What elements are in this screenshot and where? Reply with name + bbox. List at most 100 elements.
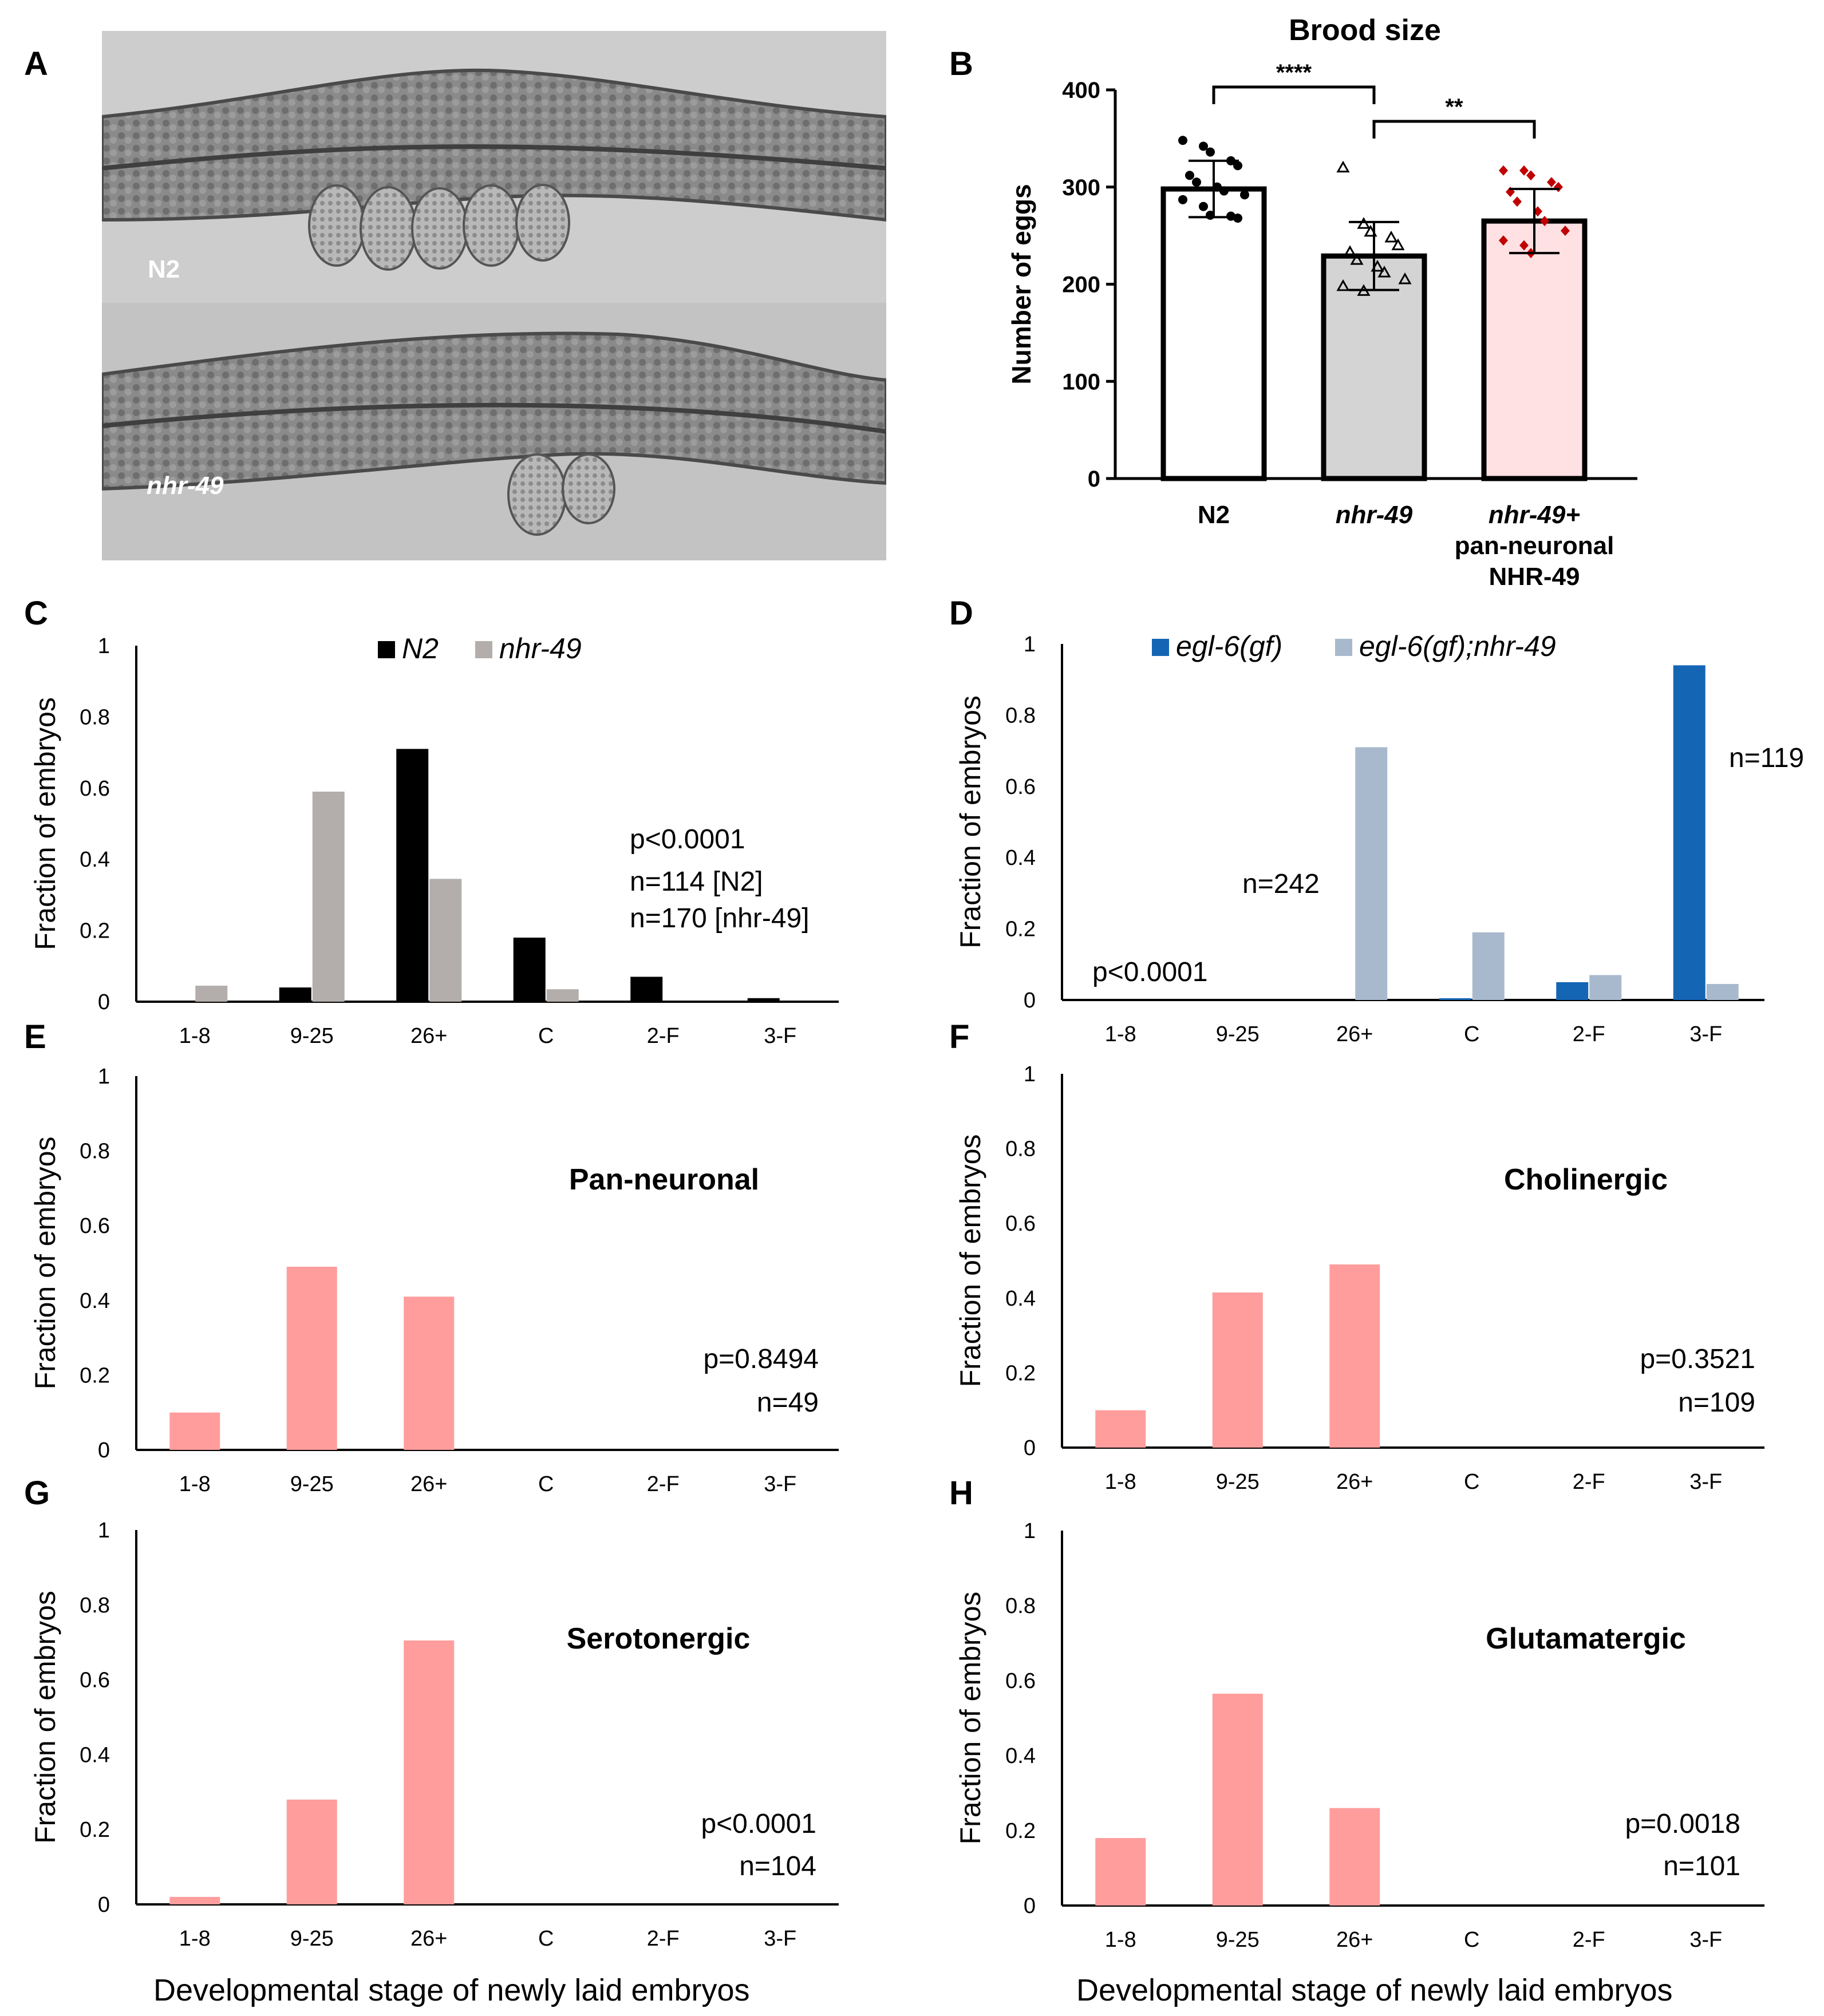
chart-b-category-label: nhr-49 (1336, 501, 1413, 529)
chart-e-xtick-label: 9-25 (290, 1472, 334, 1496)
chart-g-ytick-label: 0.4 (80, 1743, 110, 1767)
chart-b-point (1513, 196, 1522, 207)
chart-d-xtick-label: 26+ (1336, 1022, 1373, 1046)
chart-f-xtick-label: 1-8 (1105, 1470, 1136, 1494)
chart-d-xtick-label: 1-8 (1105, 1022, 1136, 1046)
chart-h-ylabel: Fraction of embryos (954, 1592, 986, 1845)
chart-g-annotation: p<0.0001 (701, 1809, 816, 1839)
panel-letter-c: C (24, 595, 48, 632)
chart-d-ytick-label: 0.8 (1005, 703, 1036, 728)
chart-c-bar (312, 792, 345, 1002)
chart-c-legend-label: nhr-49 (499, 633, 582, 665)
chart-g-ytick-label: 0 (98, 1893, 110, 1917)
chart-e-xtick-label: 2-F (647, 1472, 680, 1496)
chart-f-bar (1212, 1292, 1263, 1448)
chart-g-xtick-label: 26+ (410, 1927, 447, 1951)
chart-b-point (1219, 186, 1229, 196)
chart-b-point (1499, 165, 1508, 176)
micrograph-panel: N2 nhr-49 (102, 31, 886, 560)
chart-b-title: Brood size (1289, 14, 1441, 47)
chart-h-ytick-label: 1 (1024, 1519, 1036, 1543)
chart-b-point (1343, 245, 1357, 257)
chart-h-xtick-label: 1-8 (1105, 1928, 1136, 1952)
chart-b-category-label: nhr-49+ (1489, 501, 1580, 529)
chart-b-point (1199, 141, 1208, 151)
chart-h-bar (1329, 1808, 1380, 1906)
chart-c-annotation: n=114 [N2] (630, 867, 763, 897)
chart-b-point (1178, 195, 1187, 204)
chart-d-bar (1355, 747, 1388, 1000)
chart-e-annotation: n=49 (757, 1388, 819, 1418)
chart-b-category-label: N2 (1198, 501, 1230, 529)
chart-c-xtick-label: 9-25 (290, 1024, 334, 1048)
chart-g-xtick-label: 2-F (647, 1927, 680, 1951)
chart-e-xtick-label: C (538, 1472, 554, 1496)
worm-micrograph (102, 31, 886, 560)
panel-letter-g: G (24, 1475, 50, 1512)
chart-f-ytick-label: 1 (1024, 1062, 1036, 1086)
chart-b-point (1350, 253, 1364, 265)
chart-h-xtick-label: 9-25 (1216, 1928, 1260, 1952)
chart-f-xtick-label: 26+ (1336, 1470, 1373, 1494)
chart-d-ytick-label: 0.6 (1005, 775, 1036, 799)
chart-b-point (1357, 217, 1371, 229)
chart-b-point (1519, 240, 1529, 251)
chart-g-ytick-label: 0.8 (80, 1594, 110, 1618)
panel-letter-h: H (949, 1475, 973, 1512)
chart-h-bar (1095, 1838, 1146, 1906)
chart-b-point (1336, 279, 1350, 291)
chart-e-xtick-label: 3-F (764, 1472, 796, 1496)
chart-b-point (1391, 238, 1405, 251)
chart-b-point (1178, 136, 1187, 145)
chart-b-bar (1160, 186, 1267, 481)
chart-g-bar (404, 1640, 455, 1904)
chart-c-xtick-label: 2-F (647, 1024, 680, 1048)
chart-d-xtick-label: 3-F (1689, 1022, 1722, 1046)
chart-b-point (1206, 147, 1215, 157)
chart-b-point (1377, 266, 1391, 278)
chart-c-xtick-label: 26+ (410, 1024, 447, 1048)
chart-d-xtick-label: 2-F (1573, 1022, 1605, 1046)
chart-f-bar (1095, 1410, 1146, 1448)
chart-c-ytick-label: 0.4 (80, 848, 110, 872)
chart-c-ytick-label: 0.2 (80, 919, 110, 943)
chart-b-point (1554, 181, 1563, 192)
chart-g-xtick-label: 9-25 (290, 1927, 334, 1951)
chart-b-significance-label: **** (1276, 60, 1312, 85)
chart-b-point (1561, 226, 1570, 236)
chart-f-annotation: p=0.3521 (1640, 1344, 1755, 1374)
chart-b-significance-label: ** (1445, 94, 1463, 120)
chart-c-ytick-label: 0.6 (80, 777, 110, 801)
panel-letter-f: F (949, 1018, 970, 1056)
chart-c-bar (747, 998, 780, 1002)
chart-c-bar (429, 879, 462, 1002)
chart-d-xtick-label: C (1464, 1022, 1479, 1046)
chart-b-point (1199, 201, 1208, 211)
chart-b-category-label: NHR-49 (1489, 563, 1580, 591)
panel-letter-d: D (949, 595, 973, 632)
panel-letter-a: A (24, 45, 48, 82)
chart-g-annotation: n=104 (739, 1851, 816, 1881)
chart-b-point (1547, 177, 1556, 188)
chart-e-bar (169, 1412, 220, 1450)
chart-e-annotation: p=0.8494 (703, 1344, 819, 1374)
chart-b-ytick-label: 200 (1062, 272, 1100, 298)
chart-c-ytick-label: 1 (98, 634, 110, 658)
chart-c-xtick-label: C (538, 1024, 554, 1048)
chart-d-bar (1589, 975, 1622, 1000)
chart-b-point (1233, 161, 1242, 171)
chart-b-point (1185, 171, 1194, 180)
chart-c-bar (396, 749, 429, 1002)
chart-b-point (1398, 272, 1412, 284)
chart-b-bar (1321, 253, 1427, 481)
chart-f-xtick-label: C (1464, 1470, 1479, 1494)
chart-c-legend-swatch (475, 641, 492, 658)
chart-c-bar (630, 977, 663, 1002)
chart-b-point (1519, 165, 1529, 176)
chart-c-xtick-label: 1-8 (179, 1024, 211, 1048)
chart-c-ylabel: Fraction of embryos (29, 697, 61, 950)
chart-e-ytick-label: 0.2 (80, 1363, 110, 1388)
chart-b-point (1526, 170, 1535, 181)
chart-b-category-label: pan-neuronal (1455, 532, 1614, 560)
chart-g-xtick-label: 1-8 (179, 1927, 211, 1951)
